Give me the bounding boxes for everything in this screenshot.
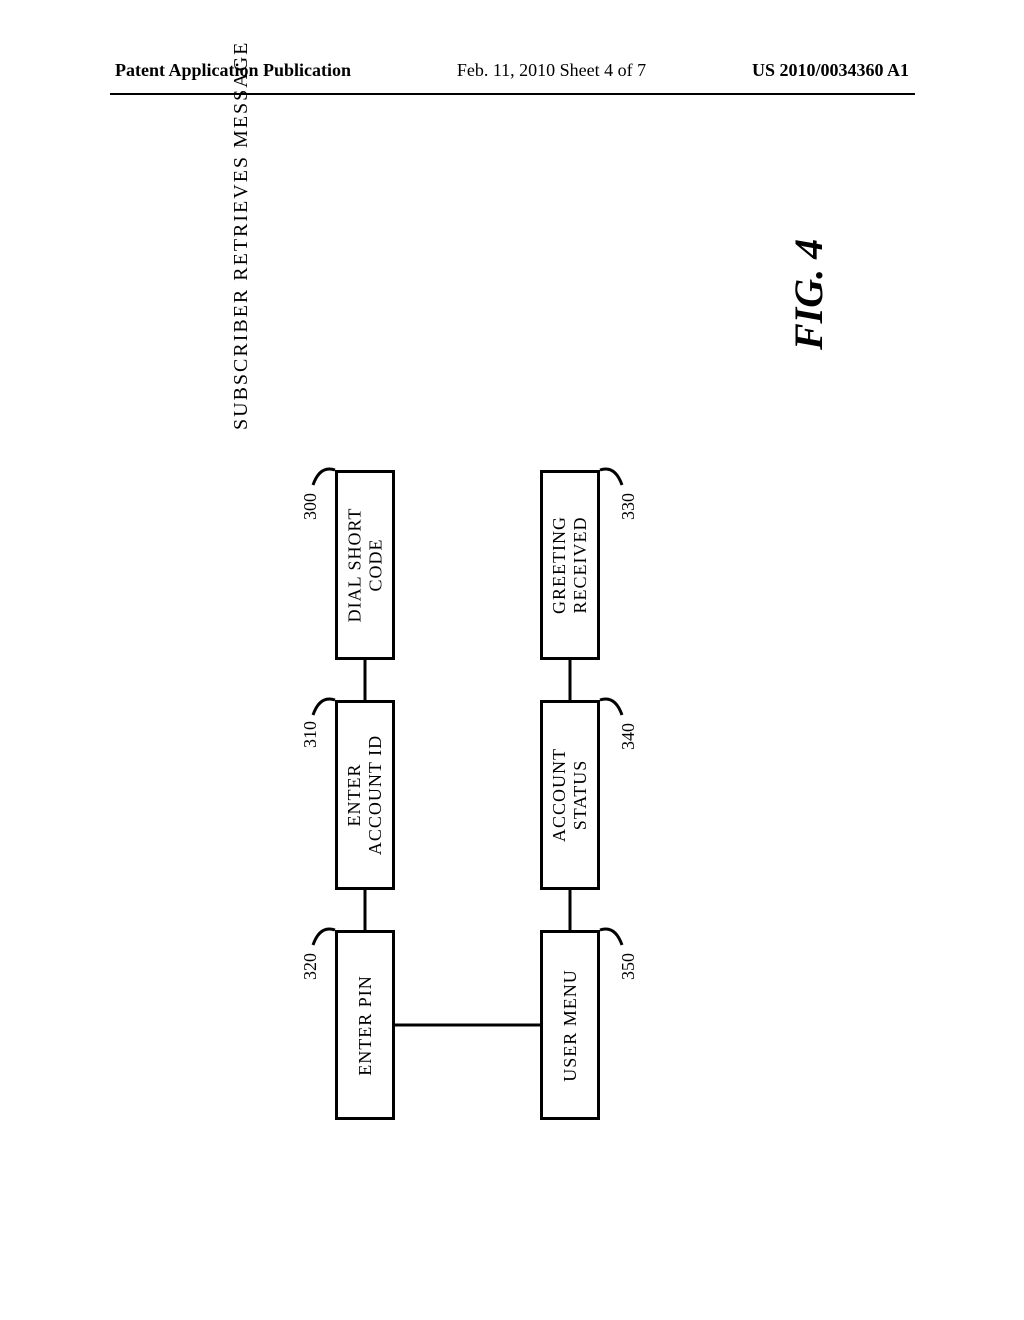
flow-node-ref: 330: [618, 493, 639, 520]
flow-node-label: DIAL SHORT CODE: [344, 508, 386, 623]
header-right: US 2010/0034360 A1: [752, 60, 909, 81]
flow-node-ref: 340: [618, 723, 639, 750]
flow-node-ref: 350: [618, 953, 639, 980]
flow-node-ref: 310: [300, 721, 321, 748]
flow-node: DIAL SHORT CODE: [335, 470, 395, 660]
flow-node-ref: 300: [300, 493, 321, 520]
header-center: Feb. 11, 2010 Sheet 4 of 7: [457, 60, 646, 81]
figure-label: FIG. 4: [785, 239, 832, 350]
flow-node: ENTER PIN: [335, 930, 395, 1120]
flow-node-label: ACCOUNT STATUS: [549, 748, 591, 842]
flowchart-connectors: [0, 0, 1024, 1320]
flow-node-label: ENTER PIN: [355, 975, 376, 1076]
flow-node: ACCOUNT STATUS: [540, 700, 600, 890]
flow-node-ref: 320: [300, 953, 321, 980]
flow-node-label: USER MENU: [560, 969, 581, 1082]
flow-node-label: GREETING RECEIVED: [549, 516, 591, 614]
figure-caption: SUBSCRIBER RETRIEVES MESSAGE: [230, 41, 253, 430]
page-header: Patent Application Publication Feb. 11, …: [0, 60, 1024, 81]
flow-node: GREETING RECEIVED: [540, 470, 600, 660]
flow-node: USER MENU: [540, 930, 600, 1120]
flow-node-label: ENTER ACCOUNT ID: [344, 735, 386, 855]
patent-figure-page: Patent Application Publication Feb. 11, …: [0, 0, 1024, 1320]
flow-node: ENTER ACCOUNT ID: [335, 700, 395, 890]
